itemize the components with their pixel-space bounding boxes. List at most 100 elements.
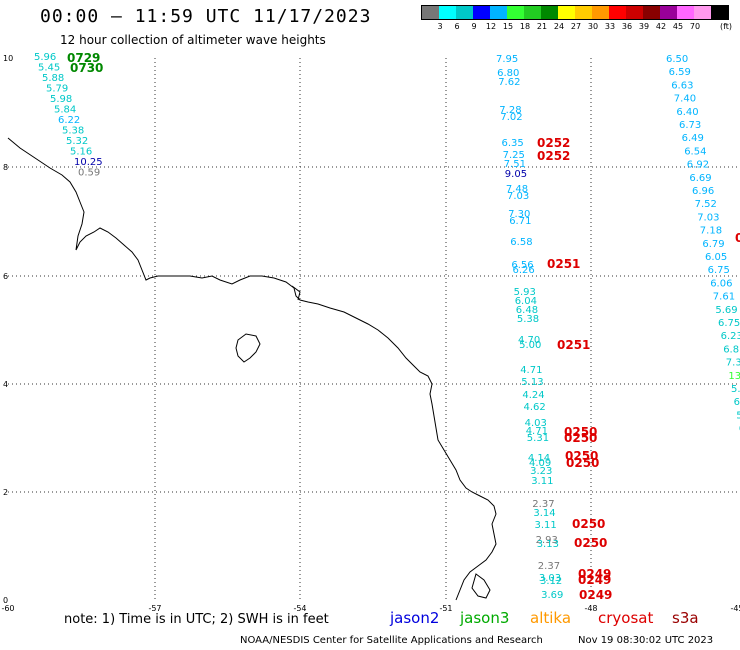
wave-height-value: 7.3 (726, 358, 740, 369)
wave-height-value: 6.63 (671, 80, 693, 91)
wave-height-labels: 5.965.455.885.795.985.846.225.385.325.16… (34, 51, 740, 602)
legend-label: 42 (655, 22, 667, 31)
wave-height-value: 4.62 (524, 402, 546, 413)
wave-height-value: 5.38 (62, 126, 84, 137)
pass-time-label: 0249 (578, 567, 611, 581)
y-tick-label: 6 (3, 272, 8, 281)
legend-swatch (575, 6, 592, 19)
legend-color-bar (421, 5, 729, 20)
wave-height-value: 3.69 (541, 590, 563, 601)
pass-time-label: 0249 (579, 588, 612, 602)
x-tick-label: -54 (293, 604, 306, 613)
x-tick-label: -48 (584, 604, 597, 613)
legend-swatch (609, 6, 626, 19)
wave-height-value: 6 (734, 397, 740, 408)
legend-swatch (558, 6, 575, 19)
legend-label: 30 (587, 22, 599, 31)
wave-height-value: 6.50 (666, 54, 688, 65)
pass-time-label: 0250 (564, 425, 597, 439)
legend-swatch (490, 6, 507, 19)
legend-label: 3 (437, 22, 443, 31)
wave-height-value: 5.88 (42, 73, 64, 84)
x-tick-label: -45 (730, 604, 740, 613)
wave-height-value: 4.71 (526, 426, 548, 437)
wave-height-value: 5.84 (54, 105, 76, 116)
satellite-name: jason2 (390, 609, 440, 627)
wave-height-value: 7.52 (695, 199, 717, 210)
pass-time-label: 0250 (564, 431, 597, 445)
wave-height-value: 6.59 (669, 67, 691, 78)
wave-height-legend: 3 6 9 12 15 18 21 24 27 30 33 36 39 42 45 70 (ft) (421, 5, 733, 32)
legend-swatch (694, 6, 711, 19)
wave-height-value: 2.93 (536, 535, 558, 546)
wave-height-value: 3.11 (531, 476, 553, 487)
wave-height-value: 7.25 (503, 150, 525, 161)
wave-height-value: 6.35 (502, 138, 524, 149)
legend-label: 9 (471, 22, 477, 31)
wave-height-value: 7.03 (507, 191, 529, 202)
x-tick-label: -60 (1, 604, 14, 613)
legend-label: 33 (604, 22, 616, 31)
satellite-name: s3a (672, 609, 699, 627)
wave-height-value: 6.96 (692, 186, 714, 197)
wave-height-value: 4.09 (529, 458, 551, 469)
x-tick-label: -51 (439, 604, 452, 613)
wave-height-value: 3.13 (537, 539, 559, 550)
pass-time-label: 0250 (566, 456, 599, 470)
wave-height-value: 4.24 (522, 390, 544, 401)
legend-swatch (660, 6, 677, 19)
legend-swatch (473, 6, 490, 19)
y-tick-label: 0 (3, 596, 8, 605)
legend-label: 15 (502, 22, 514, 31)
pass-time-label: 0729 (67, 51, 100, 65)
wave-height-value: 5.00 (519, 340, 541, 351)
pass-time-label: 0252 (537, 136, 570, 150)
wave-height-value: 6.40 (676, 107, 698, 118)
wave-height-value: 6.71 (509, 216, 531, 227)
wave-height-value: 4.71 (520, 365, 542, 376)
wave-height-value: 5.96 (34, 52, 56, 63)
wave-height-value: 5.13 (521, 377, 543, 388)
wave-height-value: 7.02 (500, 112, 522, 123)
generation-timestamp: Nov 19 08:30:02 UTC 2023 (578, 635, 714, 646)
wave-height-value: 6.06 (710, 278, 732, 289)
legend-swatch (592, 6, 609, 19)
legend-unit: (ft) (719, 22, 733, 31)
wave-height-value: 6.49 (682, 133, 704, 144)
wave-height-value: 6.92 (687, 160, 709, 171)
wave-height-value: 3.12 (540, 576, 562, 587)
wave-height-value: 6.69 (689, 173, 711, 184)
legend-swatch (626, 6, 643, 19)
wave-height-value: 4.03 (525, 418, 547, 429)
pass-time-label: 0 (735, 231, 740, 245)
wave-height-value: 6.56 (511, 260, 533, 271)
wave-height-value: 5.69 (715, 305, 737, 316)
wave-height-value: 6.22 (58, 115, 80, 126)
footer-note: note: 1) Time is in UTC; 2) SWH is in fe… (64, 612, 329, 627)
legend-label: 39 (638, 22, 650, 31)
pass-time-label: 0250 (565, 449, 598, 463)
wave-height-value: 5.79 (46, 84, 68, 95)
x-tick-label: -57 (148, 604, 161, 613)
y-tick-label: 8 (3, 163, 8, 172)
y-tick-label: 4 (3, 380, 8, 389)
wave-height-value: 7.18 (700, 226, 722, 237)
map-subtitle: 12 hour collection of altimeter wave hei… (60, 33, 326, 47)
wave-height-value: 5.31 (527, 433, 549, 444)
legend-swatch (507, 6, 524, 19)
wave-height-value: 6.54 (684, 146, 706, 157)
wave-height-value: 5.93 (514, 287, 536, 298)
wave-height-value: 6.75 (718, 318, 740, 329)
wave-height-value: 6.05 (705, 252, 727, 263)
wave-height-value: 4.70 (518, 335, 540, 346)
wave-height-value: 5.38 (517, 314, 539, 325)
pass-time-label: 0251 (557, 338, 590, 352)
coastline-main (7, 137, 497, 601)
legend-swatch (456, 6, 473, 19)
wave-height-value: 7.40 (674, 94, 696, 105)
y-tick-label: 10 (3, 54, 13, 63)
wave-height-value: 6.8 (723, 344, 739, 355)
coastline (7, 137, 497, 601)
